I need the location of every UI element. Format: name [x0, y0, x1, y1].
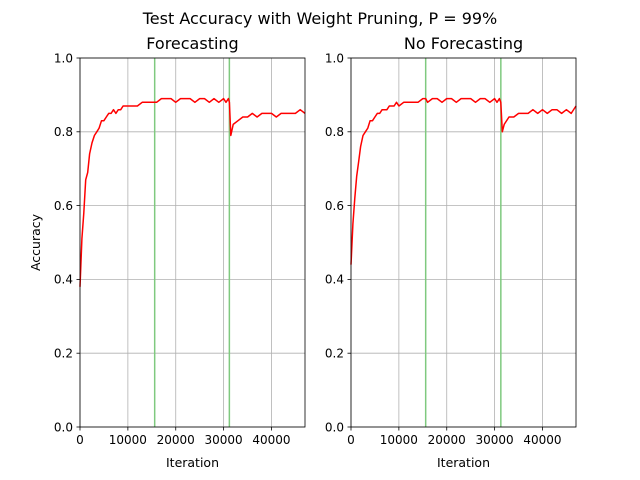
figure-suptitle: Test Accuracy with Weight Pruning, P = 9… [142, 9, 498, 28]
forecasting-xtick-label: 10000 [109, 433, 147, 447]
forecasting-ytick-label: 0.8 [54, 125, 73, 139]
no-forecasting-xtick-label: 40000 [523, 433, 561, 447]
forecasting-ytick-label: 0.0 [54, 420, 73, 434]
no-forecasting-ytick-label: 0.0 [325, 420, 344, 434]
no-forecasting-xtick-label: 20000 [428, 433, 466, 447]
no-forecasting-axes-frame [350, 57, 577, 428]
no-forecasting-xtick-label: 10000 [380, 433, 418, 447]
forecasting-ytick-label: 0.6 [54, 199, 73, 213]
no-forecasting-ytick-label: 1.0 [325, 51, 344, 65]
panel-no-forecasting: 0 10000 20000 30000 40000 0.0 0.2 0.4 0.6 0.8 1.0 N… [325, 34, 577, 470]
no-forecasting-title: No Forecasting [404, 34, 523, 53]
forecasting-ytick-label: 1.0 [54, 51, 73, 65]
forecasting-xtick-label: 40000 [252, 433, 290, 447]
forecasting-title: Forecasting [146, 34, 238, 53]
no-forecasting-ytick-label: 0.8 [325, 125, 344, 139]
no-forecasting-xtick-label: 30000 [476, 433, 514, 447]
forecasting-xtick-label: 30000 [205, 433, 243, 447]
forecasting-xtick-label: 20000 [157, 433, 195, 447]
panel-forecasting: 0 10000 20000 30000 40000 0.0 0.2 0.4 0.6 0.8 1.0 F… [28, 34, 306, 470]
no-forecasting-ytick-label: 0.4 [325, 273, 344, 287]
no-forecasting-ytick-label: 0.2 [325, 347, 344, 361]
no-forecasting-accuracy-line [350, 97, 577, 265]
forecasting-plot-area [80, 58, 305, 427]
no-forecasting-plot-area [351, 58, 576, 427]
forecasting-accuracy-line [79, 97, 306, 287]
no-forecasting-ytick-label: 0.6 [325, 199, 344, 213]
forecasting-ylabel: Accuracy [28, 213, 43, 271]
forecasting-xlabel: Iteration [166, 455, 219, 470]
forecasting-ytick-label: 0.4 [54, 273, 73, 287]
forecasting-xtick-label: 0 [76, 433, 84, 447]
no-forecasting-xlabel: Iteration [437, 455, 490, 470]
no-forecasting-xtick-label: 0 [347, 433, 355, 447]
forecasting-axes-frame [79, 57, 306, 428]
forecasting-ytick-label: 0.2 [54, 347, 73, 361]
